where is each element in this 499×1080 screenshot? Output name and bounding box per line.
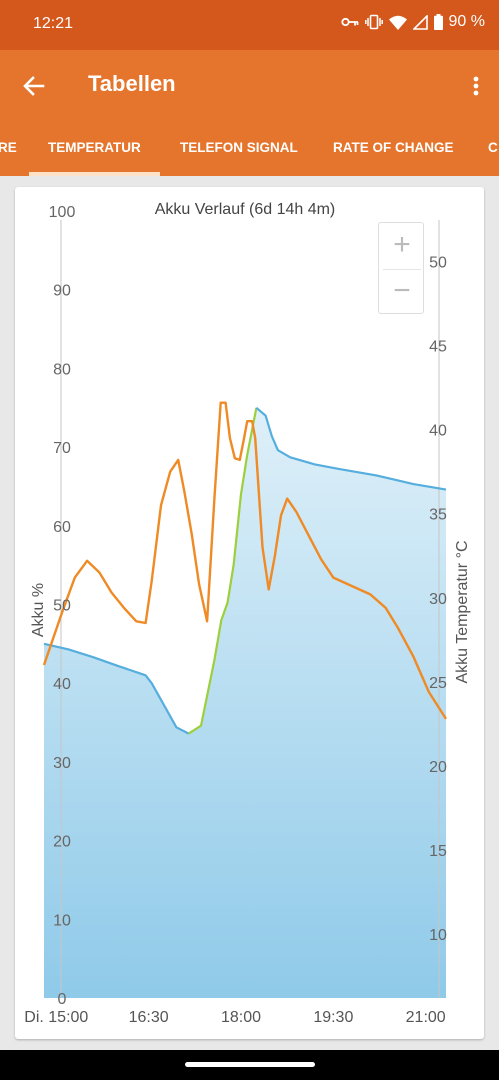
x-tick-label: 19:30: [313, 1009, 353, 1026]
y2-tick-label: 30: [429, 591, 447, 608]
zoom-out-button[interactable]: −: [393, 274, 411, 307]
y-tick-label: 20: [53, 834, 71, 851]
zoom-divider: [383, 269, 421, 270]
vibrate-icon: [364, 14, 383, 30]
more-vert-icon: [473, 76, 479, 96]
zoom-controls: + −: [378, 222, 424, 314]
zoom-in-button[interactable]: +: [393, 228, 411, 261]
overflow-menu-button[interactable]: [469, 70, 483, 102]
navigation-bar: [0, 1050, 499, 1080]
chart-title: Akku Verlauf (6d 14h 4m): [155, 201, 336, 218]
tab-indicator: [29, 172, 160, 176]
y-tick-label: 70: [53, 440, 71, 457]
status-time: 12:21: [33, 15, 74, 32]
status-bar: 12:21 90 %: [0, 0, 499, 50]
y-tick-label: 40: [53, 676, 71, 693]
battery-line: [255, 406, 447, 491]
page-title: Tabellen: [88, 71, 176, 96]
arrow-back-icon: [23, 76, 45, 96]
wifi-icon: [388, 15, 407, 30]
y-tick-label: 90: [53, 283, 71, 300]
back-button[interactable]: [18, 70, 50, 102]
y2-tick-label: 25: [429, 675, 447, 692]
y-tick-label: 100: [49, 204, 76, 221]
y-tick-label: 80: [53, 361, 71, 378]
tab-rate-of-change[interactable]: RATE OF CHANGE: [333, 140, 454, 155]
battery-area: [44, 407, 446, 998]
y2-tick-label: 50: [429, 254, 447, 271]
x-tick-label: 18:00: [221, 1009, 261, 1026]
home-handle[interactable]: [185, 1062, 315, 1067]
y2-axis-label: Akku Temperatur °C: [454, 540, 471, 683]
battery-icon: [433, 14, 443, 30]
y2-tick-label: 35: [429, 507, 447, 524]
tab-battery[interactable]: RE: [0, 140, 17, 155]
y-tick-label: 50: [53, 598, 71, 615]
battery-chart[interactable]: Akku Verlauf (6d 14h 4m) 0 10 20 30 40 50 60 70…: [0, 0, 499, 1040]
y-axis-label: Akku %: [30, 583, 47, 637]
x-tick-label: Di. 15:00: [24, 1009, 88, 1026]
tab-bar: RE TEMPERATUR TELEFON SIGNAL RATE OF CHA…: [0, 120, 499, 176]
temperature-line: [42, 401, 448, 720]
x-tick-label: 21:00: [406, 1009, 446, 1026]
y-tick-label: 30: [53, 755, 71, 772]
y-tick-label: 0: [58, 991, 67, 1008]
battery-percent: 90 %: [448, 13, 485, 30]
y2-tick-label: 40: [429, 423, 447, 440]
y2-tick-label: 10: [429, 927, 447, 944]
y-tick-label: 10: [53, 912, 71, 929]
tab-next[interactable]: C: [488, 140, 498, 155]
vpn-key-icon: [340, 17, 358, 27]
cell-signal-icon: [412, 14, 428, 30]
tab-phone-signal[interactable]: TELEFON SIGNAL: [180, 140, 298, 155]
x-tick-label: 16:30: [129, 1009, 169, 1026]
battery-line-charging: [188, 407, 258, 735]
app-bar: Tabellen: [0, 50, 499, 120]
status-icons: 90 %: [340, 13, 485, 31]
tab-temperature[interactable]: TEMPERATUR: [48, 140, 141, 155]
battery-line: [43, 642, 190, 735]
y2-tick-label: 20: [429, 759, 447, 776]
y2-tick-label: 45: [429, 339, 447, 356]
y-tick-label: 60: [53, 519, 71, 536]
y2-tick-label: 15: [429, 843, 447, 860]
